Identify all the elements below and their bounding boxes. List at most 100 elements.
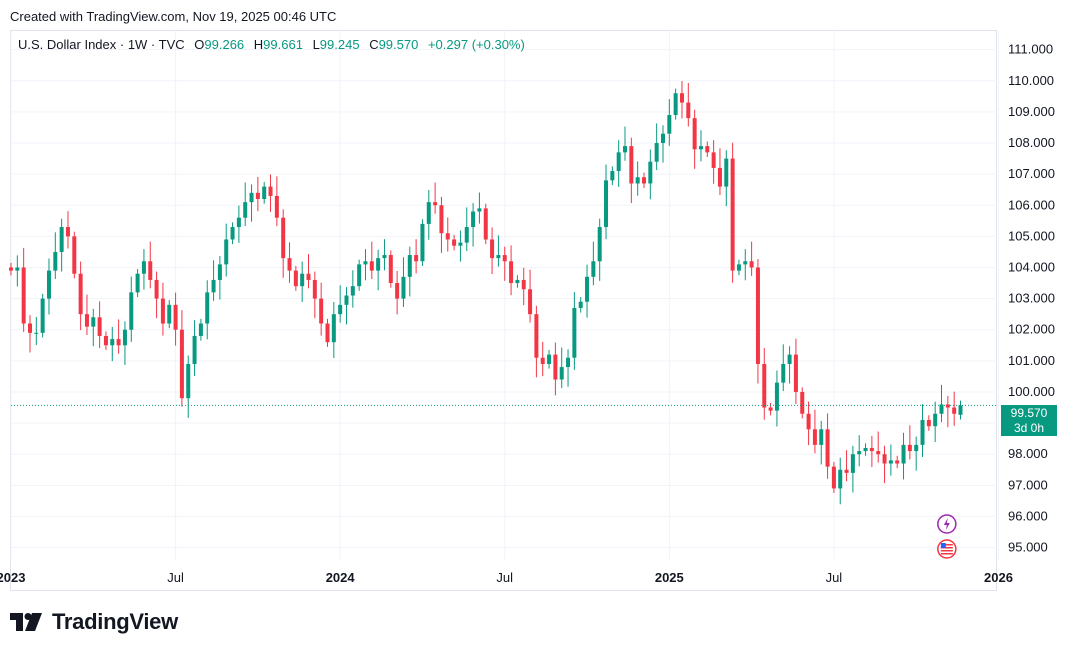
candle-body[interactable] — [654, 143, 659, 162]
candle-body[interactable] — [895, 460, 900, 464]
candle-body[interactable] — [243, 202, 248, 218]
candle-body[interactable] — [781, 363, 786, 383]
candle-body[interactable] — [173, 304, 178, 330]
candle-body[interactable] — [825, 429, 830, 467]
candle-body[interactable] — [154, 279, 159, 299]
candle-body[interactable] — [597, 227, 602, 262]
candlestick-chart[interactable]: 95.00096.00097.00098.00099.000100.000101… — [0, 0, 1080, 600]
candle-body[interactable] — [160, 298, 165, 324]
candle-body[interactable] — [736, 264, 741, 271]
candle-body[interactable] — [939, 404, 944, 414]
candle-body[interactable] — [230, 227, 235, 240]
candle-body[interactable] — [281, 217, 286, 259]
candle-body[interactable] — [306, 273, 311, 280]
candle-body[interactable] — [141, 261, 146, 274]
candle-body[interactable] — [553, 354, 558, 380]
candle-body[interactable] — [952, 407, 957, 414]
candle-body[interactable] — [604, 180, 609, 228]
candle-body[interactable] — [363, 261, 368, 265]
candle-body[interactable] — [445, 233, 450, 240]
candle-body[interactable] — [585, 276, 590, 302]
candle-body[interactable] — [262, 186, 267, 200]
candle-body[interactable] — [509, 261, 514, 284]
candle-body[interactable] — [72, 236, 77, 274]
candle-body[interactable] — [793, 354, 798, 392]
candle-body[interactable] — [673, 93, 678, 116]
candle-body[interactable] — [496, 255, 501, 259]
candle-body[interactable] — [319, 298, 324, 324]
candle-body[interactable] — [857, 451, 862, 455]
candle-body[interactable] — [933, 413, 938, 427]
candle-body[interactable] — [15, 267, 20, 271]
candle-body[interactable] — [812, 429, 817, 445]
candle-body[interactable] — [350, 286, 355, 296]
candle-body[interactable] — [914, 444, 919, 452]
candle-body[interactable] — [338, 304, 343, 315]
candle-body[interactable] — [192, 335, 197, 364]
candle-body[interactable] — [920, 419, 925, 445]
candle-body[interactable] — [863, 447, 868, 452]
candle-body[interactable] — [515, 279, 520, 284]
us-flag-event-icon[interactable] — [937, 539, 957, 559]
candle-body[interactable] — [616, 152, 621, 172]
candle-body[interactable] — [958, 405, 963, 415]
candle-body[interactable] — [312, 279, 317, 299]
candle-body[interactable] — [477, 208, 482, 212]
candle-body[interactable] — [46, 270, 51, 299]
candle-body[interactable] — [122, 329, 127, 346]
candle-body[interactable] — [369, 261, 374, 271]
candle-body[interactable] — [648, 161, 653, 184]
candle-body[interactable] — [888, 460, 893, 464]
candle-body[interactable] — [528, 289, 533, 315]
candle-body[interactable] — [635, 177, 640, 184]
candle-body[interactable] — [876, 451, 881, 455]
candle-body[interactable] — [255, 192, 260, 200]
candle-body[interactable] — [844, 469, 849, 473]
candle-body[interactable] — [91, 317, 96, 327]
candle-body[interactable] — [34, 332, 39, 334]
candle-body[interactable] — [490, 239, 495, 259]
candle-body[interactable] — [730, 158, 735, 271]
candle-body[interactable] — [249, 192, 254, 203]
candle-body[interactable] — [59, 227, 64, 252]
candle-body[interactable] — [300, 273, 305, 287]
candle-body[interactable] — [926, 419, 931, 427]
candle-body[interactable] — [167, 304, 172, 324]
candle-body[interactable] — [945, 404, 950, 408]
candle-body[interactable] — [667, 115, 672, 134]
candle-body[interactable] — [287, 258, 292, 271]
candle-body[interactable] — [331, 314, 336, 343]
candle-body[interactable] — [907, 444, 912, 452]
candle-body[interactable] — [540, 357, 545, 364]
candle-body[interactable] — [148, 261, 153, 280]
candle-body[interactable] — [471, 211, 476, 228]
candle-body[interactable] — [116, 339, 121, 346]
candle-body[interactable] — [211, 279, 216, 293]
candle-body[interactable] — [838, 469, 843, 489]
candle-body[interactable] — [97, 317, 102, 336]
candle-body[interactable] — [483, 208, 488, 240]
candle-body[interactable] — [705, 146, 710, 153]
candle-body[interactable] — [274, 195, 279, 218]
candle-body[interactable] — [692, 118, 697, 150]
candle-body[interactable] — [205, 292, 210, 324]
candle-body[interactable] — [198, 323, 203, 336]
candle-body[interactable] — [774, 382, 779, 411]
candle-body[interactable] — [502, 255, 507, 262]
candle-body[interactable] — [103, 335, 108, 346]
candle-body[interactable] — [755, 267, 760, 364]
candle-body[interactable] — [401, 276, 406, 299]
candle-body[interactable] — [40, 298, 45, 333]
candle-body[interactable] — [27, 323, 32, 333]
candle-body[interactable] — [293, 270, 298, 287]
candle-body[interactable] — [268, 186, 273, 196]
candle-body[interactable] — [376, 258, 381, 271]
candle-body[interactable] — [831, 466, 836, 489]
candle-body[interactable] — [711, 152, 716, 168]
candle-body[interactable] — [610, 171, 615, 181]
tradingview-logo[interactable]: TradingView — [10, 609, 178, 635]
candle-body[interactable] — [534, 314, 539, 358]
candle-body[interactable] — [439, 205, 444, 234]
candle-body[interactable] — [9, 267, 13, 271]
candle-body[interactable] — [224, 239, 229, 265]
